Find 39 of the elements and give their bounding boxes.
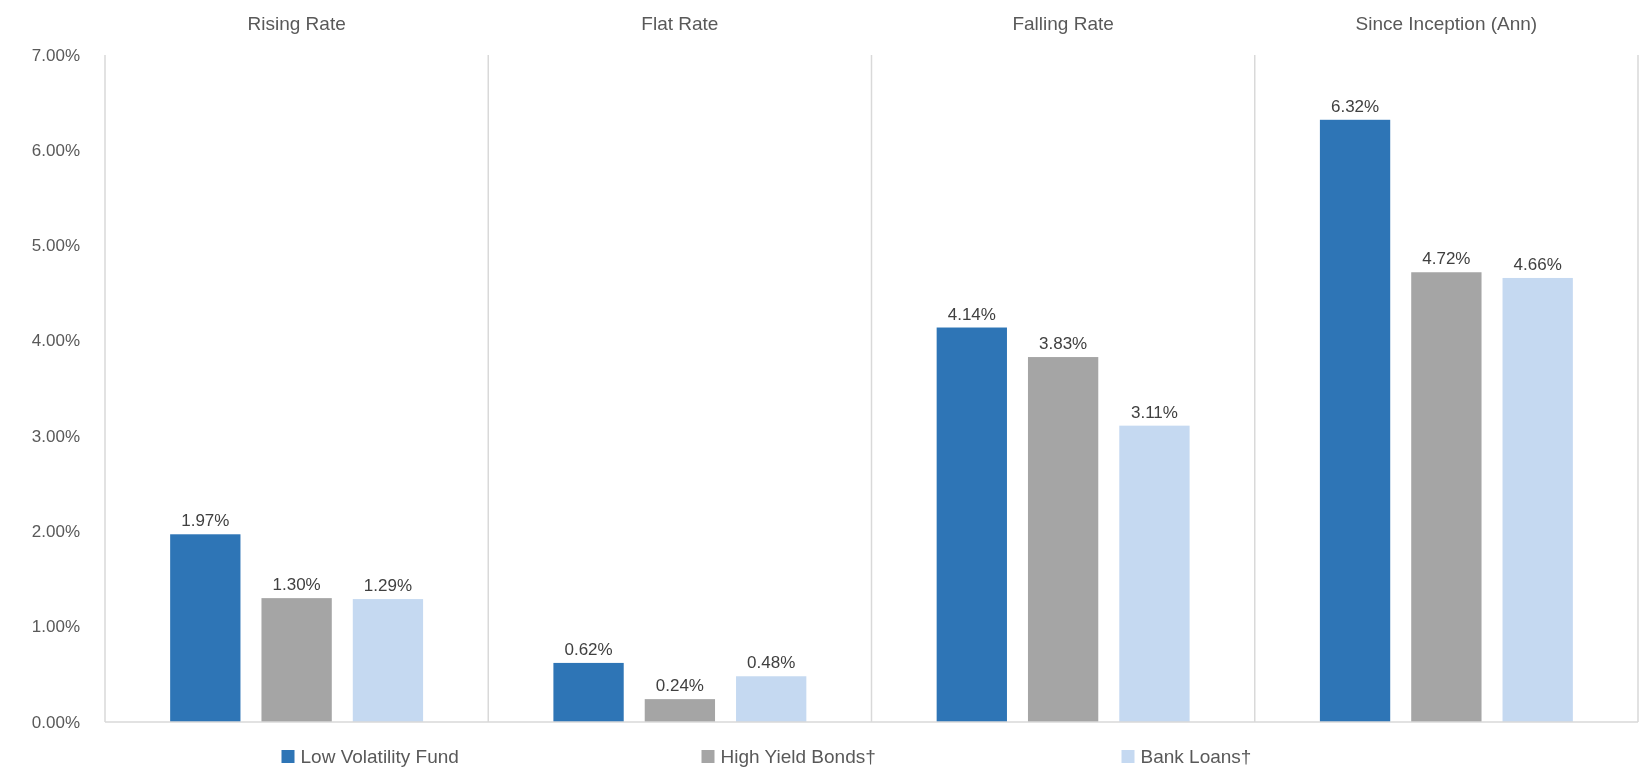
y-tick-label: 1.00% — [31, 617, 80, 637]
bar — [644, 699, 716, 722]
data-label: 1.29% — [363, 576, 413, 596]
bar — [1119, 425, 1190, 722]
x-tick-label: Rising Rate — [247, 13, 346, 34]
legend-label: Low Volatility Fund — [300, 746, 459, 767]
data-label: 4.66% — [1513, 254, 1562, 274]
data-label: 3.11% — [1130, 402, 1178, 422]
y-tick-label: 6.00% — [31, 140, 80, 160]
x-tick-label: Falling Rate — [1012, 13, 1114, 34]
x-tick-label: Since Inception (Ann) — [1355, 13, 1538, 34]
bar — [553, 662, 624, 722]
bar — [1319, 119, 1391, 722]
data-label: 0.24% — [655, 676, 704, 696]
data-label: 3.83% — [1039, 334, 1088, 354]
bar — [170, 534, 241, 722]
bar — [1502, 277, 1573, 722]
legend-label: High Yield Bonds† — [720, 746, 876, 767]
y-tick-label: 3.00% — [31, 426, 80, 446]
data-label: 4.72% — [1422, 249, 1471, 269]
y-tick-label: 7.00% — [31, 45, 80, 65]
data-label: 1.97% — [181, 511, 230, 531]
y-tick-label: 5.00% — [31, 236, 80, 256]
bar — [736, 676, 807, 722]
data-label: 4.14% — [947, 304, 996, 324]
x-tick-label: Flat Rate — [641, 13, 719, 34]
bar — [1027, 357, 1099, 722]
bar — [261, 598, 332, 722]
bar — [1411, 272, 1482, 722]
y-tick-label: 2.00% — [31, 521, 80, 541]
data-label: 0.62% — [564, 639, 613, 659]
bar — [936, 327, 1007, 722]
y-tick-label: 0.00% — [31, 712, 80, 732]
y-tick-label: 4.00% — [31, 331, 80, 351]
data-label: 1.30% — [272, 575, 321, 595]
legend-label: Bank Loans† — [1140, 746, 1252, 767]
data-label: 6.32% — [1330, 96, 1380, 116]
bar — [352, 599, 424, 722]
data-label: 0.48% — [747, 653, 796, 673]
